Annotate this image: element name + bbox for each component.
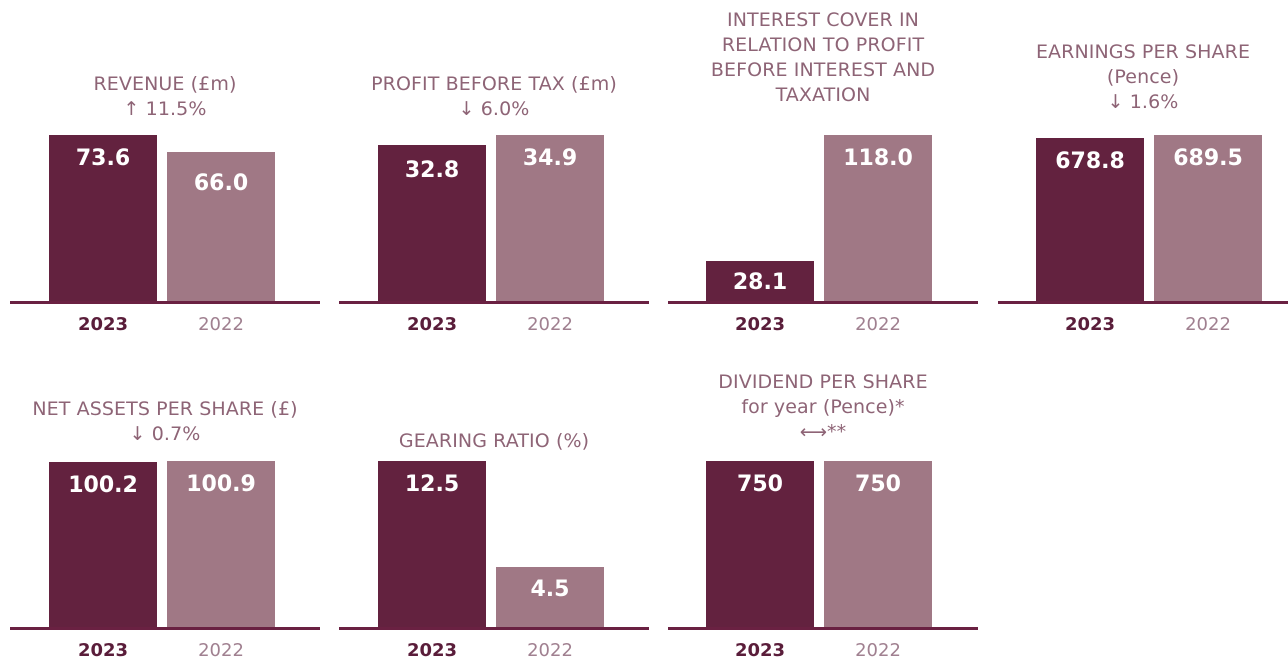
bar-prior-year: 66.0 (167, 152, 275, 301)
bar-current-year: 678.8 (1036, 138, 1144, 301)
chart-title: INTEREST COVER IN RELATION TO PROFIT BEF… (628, 8, 1018, 108)
bar-value-label: 34.9 (522, 146, 578, 171)
chart-panel-gearing-ratio: GEARING RATIO (%) 12.5 4.5 2023 2022 (339, 326, 649, 661)
chart-baseline (668, 301, 978, 304)
chart-panel-interest-cover: INTEREST COVER IN RELATION TO PROFIT BEF… (668, 0, 978, 335)
title-line: TAXATION (775, 84, 871, 106)
title-line: NET ASSETS PER SHARE (£) (32, 398, 298, 420)
bar-value-label: 750 (737, 472, 783, 497)
bar-current-year: 73.6 (49, 135, 157, 301)
bar-current-year: 750 (706, 461, 814, 627)
bar-current-year: 100.2 (49, 462, 157, 627)
bar-prior-year: 34.9 (496, 135, 604, 301)
title-line: INTEREST COVER IN (727, 9, 919, 31)
x-label-prior: 2022 (855, 314, 901, 335)
chart-baseline (10, 301, 320, 304)
bar-value-label: 73.6 (75, 146, 131, 171)
bar-value-label: 750 (855, 472, 901, 497)
title-line: for year (Pence)* (741, 396, 905, 418)
x-label-current: 2023 (406, 314, 458, 335)
title-line: ↑ 11.5% (123, 98, 207, 120)
chart-title: DIVIDEND PER SHARE for year (Pence)* ⟷** (628, 370, 1018, 445)
x-label-prior: 2022 (198, 314, 244, 335)
chart-panel-revenue: REVENUE (£m) ↑ 11.5% 73.6 66.0 2023 2022 (10, 0, 320, 335)
title-line: ↓ 1.6% (1107, 91, 1179, 113)
title-line: GEARING RATIO (%) (398, 430, 590, 452)
bar-value-label: 678.8 (1055, 149, 1125, 174)
bar-prior-year: 4.5 (496, 567, 604, 627)
chart-panel-net-assets-per-share: NET ASSETS PER SHARE (£) ↓ 0.7% 100.2 10… (10, 326, 320, 661)
title-line: PROFIT BEFORE TAX (£m) (371, 73, 617, 95)
x-label-current: 2023 (734, 640, 786, 661)
bar-value-label: 100.2 (68, 473, 138, 498)
chart-title: PROFIT BEFORE TAX (£m) ↓ 6.0% (299, 72, 689, 122)
chart-baseline (668, 627, 978, 630)
x-label-current: 2023 (406, 640, 458, 661)
bar-value-label: 100.9 (186, 472, 256, 497)
bar-value-label: 4.5 (530, 577, 570, 602)
bar-current-year: 28.1 (706, 261, 814, 301)
title-line: EARNINGS PER SHARE (1035, 41, 1251, 63)
chart-baseline (339, 627, 649, 630)
x-label-prior: 2022 (198, 640, 244, 661)
chart-title: GEARING RATIO (%) (299, 429, 689, 454)
bar-prior-year: 100.9 (167, 461, 275, 627)
title-line: BEFORE INTEREST AND (710, 59, 936, 81)
bar-value-label: 28.1 (732, 270, 788, 295)
bar-value-label: 689.5 (1173, 146, 1243, 171)
title-line: ↓ 0.7% (129, 423, 201, 445)
bar-prior-year: 118.0 (824, 135, 932, 301)
chart-panel-dividend-per-share: DIVIDEND PER SHARE for year (Pence)* ⟷**… (668, 326, 978, 661)
title-line: ↓ 6.0% (458, 98, 530, 120)
chart-title: NET ASSETS PER SHARE (£) ↓ 0.7% (0, 397, 360, 447)
x-label-current: 2023 (734, 314, 786, 335)
bar-current-year: 12.5 (378, 461, 486, 627)
chart-title: REVENUE (£m) ↑ 11.5% (0, 72, 360, 122)
chart-title: EARNINGS PER SHARE (Pence) ↓ 1.6% (958, 40, 1288, 115)
title-line: (Pence) (1106, 66, 1180, 88)
bar-value-label: 32.8 (404, 158, 460, 183)
x-label-current: 2023 (1064, 314, 1116, 335)
chart-panel-profit-before-tax: PROFIT BEFORE TAX (£m) ↓ 6.0% 32.8 34.9 … (339, 0, 649, 335)
chart-panel-earnings-per-share: EARNINGS PER SHARE (Pence) ↓ 1.6% 678.8 … (998, 0, 1288, 335)
title-line: REVENUE (£m) (93, 73, 237, 95)
bar-prior-year: 689.5 (1154, 135, 1262, 301)
x-label-prior: 2022 (527, 640, 573, 661)
x-label-prior: 2022 (855, 640, 901, 661)
chart-baseline (10, 627, 320, 630)
title-line: DIVIDEND PER SHARE (718, 371, 928, 393)
bar-value-label: 118.0 (843, 146, 913, 171)
bar-current-year: 32.8 (378, 145, 486, 301)
bar-prior-year: 750 (824, 461, 932, 627)
chart-baseline (998, 301, 1288, 304)
bar-value-label: 66.0 (193, 171, 249, 196)
x-label-current: 2023 (77, 640, 129, 661)
x-label-prior: 2022 (1185, 314, 1231, 335)
title-line: ⟷** (799, 421, 847, 443)
x-label-current: 2023 (77, 314, 129, 335)
x-label-prior: 2022 (527, 314, 573, 335)
chart-baseline (339, 301, 649, 304)
title-line: RELATION TO PROFIT (721, 34, 925, 56)
bar-value-label: 12.5 (404, 472, 460, 497)
